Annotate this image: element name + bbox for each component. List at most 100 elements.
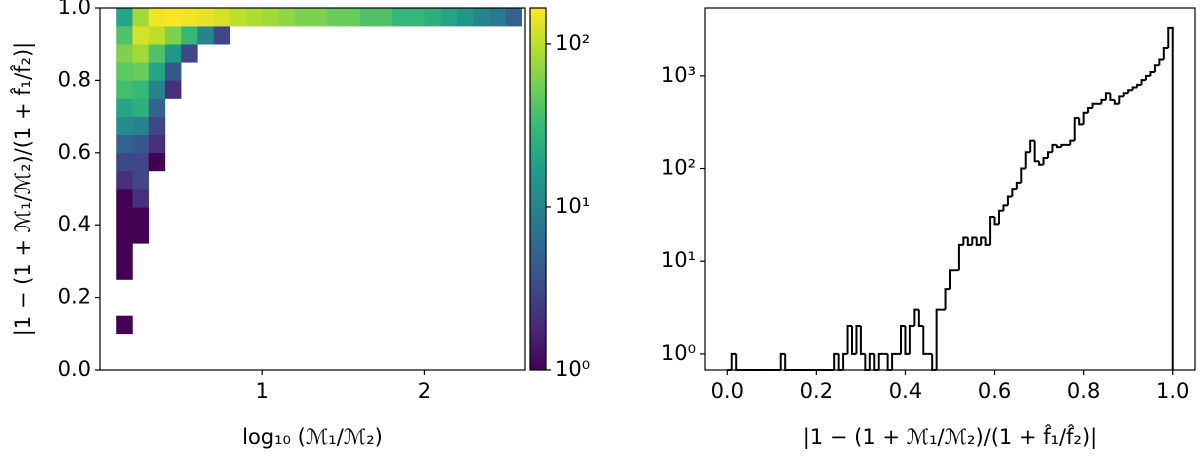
- histogram-step: [1038, 161, 1044, 166]
- heatmap-cell: [116, 152, 133, 172]
- heatmap-cell: [116, 261, 133, 280]
- colorbar-tick-label: 10⁰: [555, 357, 590, 381]
- histogram-step: [904, 325, 910, 355]
- histogram-step: [962, 236, 968, 245]
- histogram-step: [842, 352, 848, 370]
- x-tick-label: 0.4: [889, 379, 922, 403]
- histogram-step: [891, 352, 897, 370]
- heatmap-cell: [132, 170, 149, 190]
- heatmap-cell: [148, 116, 166, 135]
- histogram-step: [975, 237, 982, 246]
- heatmap-cell: [375, 8, 393, 27]
- heatmap-cell: [116, 225, 133, 244]
- histogram-step: [1047, 151, 1053, 158]
- heatmap-cell: [473, 8, 490, 27]
- histogram-step: [944, 288, 950, 310]
- histogram-step: [1055, 144, 1062, 149]
- heatmap-cell: [148, 80, 166, 99]
- heatmap-cell: [181, 44, 198, 63]
- heatmap-cell: [116, 26, 133, 45]
- heatmap-cell: [116, 116, 133, 135]
- y-tick-label: 10¹: [661, 248, 696, 272]
- histogram-step: [855, 324, 861, 354]
- histogram-step: [1104, 92, 1111, 100]
- heatmap-cell: [116, 189, 133, 208]
- histogram-step: [1127, 89, 1133, 94]
- histogram-step: [1122, 92, 1129, 97]
- histogram-step: [1051, 143, 1057, 153]
- heatmap-cell: [213, 26, 231, 45]
- heatmap-cell: [148, 98, 166, 117]
- histogram-step: [1087, 107, 1093, 113]
- heatmap-cell: [116, 134, 133, 154]
- histogram-step: [908, 324, 915, 354]
- histogram-step: [900, 324, 906, 354]
- heatmap-cell: [116, 207, 133, 226]
- histogram-step: [922, 325, 928, 355]
- histogram-step: [779, 352, 786, 370]
- heatmap-cell: [164, 26, 182, 45]
- histogram-step: [1091, 102, 1097, 109]
- x-tick-label: 0.2: [800, 379, 833, 403]
- histogram-step: [949, 269, 955, 290]
- histogram-step: [1078, 118, 1084, 126]
- heatmap-cell: [181, 26, 198, 45]
- histogram-step: [877, 352, 884, 370]
- heatmap-cell: [505, 8, 523, 27]
- heatmap-cell: [262, 8, 279, 27]
- heatmap-cell: [456, 8, 474, 27]
- histogram-step: [1113, 99, 1120, 105]
- y-tick-label: 0.4: [58, 212, 91, 236]
- heatmap-cell: [148, 62, 166, 81]
- histogram-step: [1042, 156, 1048, 165]
- histogram-step: [1118, 95, 1124, 104]
- heatmap-cell: [164, 62, 182, 81]
- histogram-step: [1140, 79, 1146, 85]
- colorbar-tick-label: 10¹: [555, 194, 590, 218]
- y-tick-label: 0.2: [58, 285, 91, 309]
- heatmap-cell: [116, 98, 133, 117]
- x-tick-label: 0.8: [1067, 379, 1100, 403]
- heatmap-cell: [424, 8, 441, 27]
- heatmap-cell: [391, 8, 409, 27]
- heatmap-cell: [116, 170, 133, 190]
- histogram-step: [984, 237, 991, 246]
- histogram-step: [868, 352, 875, 370]
- x-tick-label: 0.0: [711, 379, 744, 403]
- y-tick-label: 0.6: [58, 140, 91, 164]
- histogram-step: [1015, 181, 1022, 190]
- heatmap-cell: [132, 80, 149, 99]
- heatmap-cell: [181, 8, 198, 27]
- histogram-step: [993, 216, 999, 226]
- y-tick-label: 10²: [661, 156, 696, 180]
- histogram-step: [971, 236, 977, 245]
- histogram-step: [735, 353, 741, 371]
- heatmap-cell: [245, 8, 263, 27]
- heatmap-cell: [148, 134, 166, 154]
- heatmap-cell: [197, 26, 214, 45]
- histogram-step: [980, 236, 986, 245]
- histogram-step: [833, 352, 839, 370]
- histogram-step: [998, 209, 1004, 225]
- histogram-step: [1162, 46, 1169, 60]
- histogram-step: [1136, 83, 1142, 88]
- x-tick-label: 2: [418, 379, 431, 403]
- axes-frame: [704, 7, 1196, 371]
- x-axis-label: |1 − (1 + ℳ₁/ℳ₂)/(1 + f̂₁/f̂₂)|: [803, 424, 1097, 450]
- histogram-step: [851, 325, 857, 355]
- histogram-step: [966, 237, 973, 246]
- histogram-step: [1073, 117, 1080, 141]
- histogram-step: [1011, 188, 1017, 197]
- x-axis-label: log₁₀ (ℳ₁/ℳ₂): [242, 425, 383, 449]
- heatmap-cell: [278, 8, 295, 27]
- colorbar-tick-label: 10²: [555, 31, 590, 55]
- histogram-step: [1167, 26, 1174, 370]
- heatmap-cell: [132, 98, 149, 117]
- histogram-step: [1024, 151, 1031, 169]
- histogram-step: [1060, 143, 1066, 148]
- heatmap-cell: [132, 116, 149, 135]
- histogram-step: [935, 308, 942, 370]
- heatmap-cell: [359, 8, 377, 27]
- heatmap-cell: [213, 8, 231, 27]
- histogram-step: [784, 353, 790, 371]
